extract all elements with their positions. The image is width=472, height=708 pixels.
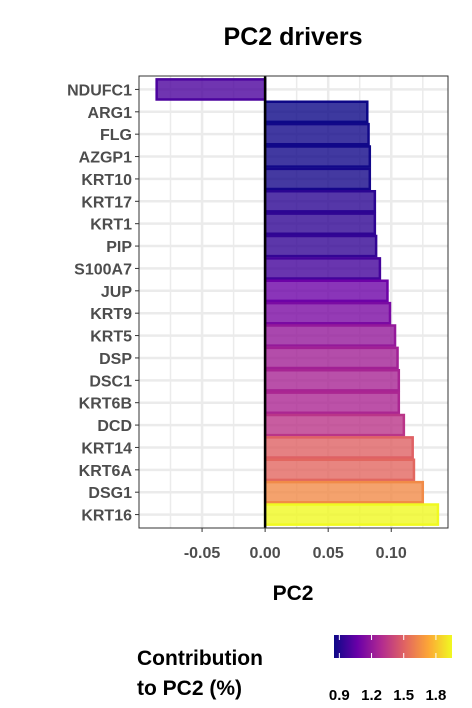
y-tick-label: KRT14: [81, 440, 132, 457]
bar-krt10: [263, 167, 372, 191]
y-tick-label: AZGP1: [79, 150, 132, 167]
legend-tick-label: 1.2: [361, 687, 382, 704]
bar-dsg1: [263, 480, 425, 504]
bar-flg: [263, 122, 370, 146]
bar-pip: [263, 234, 378, 258]
x-tick-label: 0.10: [376, 545, 407, 562]
y-tick-label: KRT9: [90, 306, 132, 323]
legend-tick-label: 1.8: [425, 687, 446, 704]
legend-tick-label: 1.5: [393, 687, 414, 704]
panel-border: [138, 75, 449, 529]
bar-krt6a: [263, 458, 416, 482]
y-tick-label: KRT1: [90, 217, 132, 234]
y-tick-label: DSP: [99, 351, 132, 368]
y-tick-label: KRT6A: [79, 463, 133, 480]
y-tick-label: KRT17: [81, 194, 132, 211]
y-tick-label: KRT10: [81, 172, 132, 189]
bars-layer: [155, 78, 440, 526]
bar-jup: [263, 279, 389, 303]
bar-arg1: [263, 100, 369, 124]
bar-azgp1: [263, 145, 372, 168]
y-tick-label: S100A7: [74, 261, 132, 278]
bar-krt14: [263, 436, 414, 459]
y-tick-label: KRT6B: [79, 396, 132, 413]
legend-colorbar: [334, 635, 452, 658]
bar-ndufc1: [155, 78, 267, 101]
y-tick-label: DCD: [97, 418, 132, 435]
y-tick-label: DSC1: [89, 373, 132, 390]
y-tick-label: ARG1: [88, 105, 133, 122]
legend-ticks: 0.9 1.2 1.5 1.8: [329, 635, 446, 704]
legend-title-line1: Contribution: [137, 647, 263, 670]
legend: Contribution to PC2 (%) 0.9 1.2 1.5 1.8: [137, 635, 452, 704]
bar-krt5: [263, 324, 397, 347]
y-tick-label: PIP: [106, 239, 132, 256]
bar-dsp: [263, 346, 399, 370]
x-tick-label: -0.05: [184, 545, 221, 562]
legend-title-line2: to PC2 (%): [137, 677, 242, 700]
bar-krt16: [263, 503, 440, 526]
x-tick-labels: -0.05 0.00 0.05 0.10: [184, 528, 407, 562]
bar-krt1: [263, 212, 377, 236]
x-tick-label: 0.05: [313, 545, 344, 562]
bar-dcd: [263, 413, 406, 437]
y-tick-label: DSG1: [88, 485, 132, 502]
x-tick-label: 0.00: [250, 545, 281, 562]
y-tick-label: KRT5: [90, 329, 132, 346]
bar-krt6b: [263, 391, 401, 415]
chart-title: PC2 drivers: [224, 23, 363, 51]
x-axis-title: PC2: [273, 582, 314, 605]
bar-krt9: [263, 301, 392, 325]
y-tick-label: KRT16: [81, 508, 132, 525]
y-tick-label: NDUFC1: [67, 82, 132, 99]
y-tick-label: FLG: [100, 127, 132, 144]
bar-s100a7: [263, 257, 382, 280]
y-tick-labels: NDUFC1 ARG1 FLG AZGP1 KRT10 KRT17 KRT1 PIP S100A…: [67, 82, 139, 525]
y-tick-label: JUP: [101, 284, 132, 301]
bar-krt17: [263, 189, 377, 213]
legend-tick-label: 0.9: [329, 687, 350, 704]
bar-dsc1: [263, 368, 401, 392]
